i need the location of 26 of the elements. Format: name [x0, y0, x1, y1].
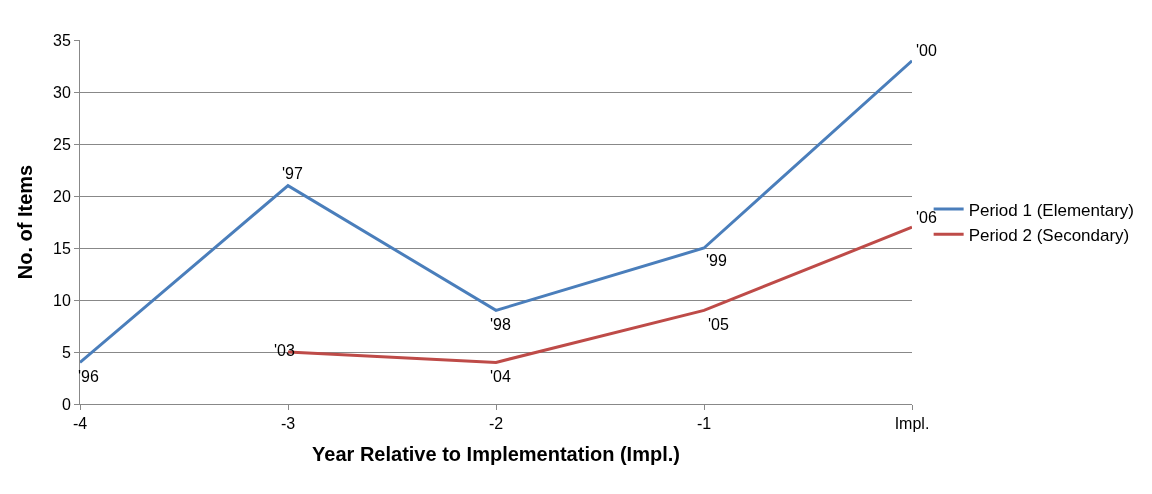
- annotation: '96: [78, 368, 99, 385]
- x-axis-title: Year Relative to Implementation (Impl.): [312, 442, 680, 465]
- legend-label: Period 2 (Secondary): [968, 225, 1130, 245]
- annotation: '00: [916, 42, 937, 59]
- x-tick-label: -2: [488, 415, 504, 433]
- legend-label: Period 1 (Elementary): [968, 200, 1134, 220]
- y-tick-label: 10: [53, 291, 71, 309]
- y-tick-label: 5: [61, 343, 71, 361]
- annotation: '06: [916, 209, 937, 226]
- annotation: '05: [708, 316, 729, 333]
- x-tick-label: -3: [280, 415, 296, 433]
- y-tick-label: 35: [53, 31, 71, 49]
- annotation: '04: [490, 368, 511, 385]
- annotation: '03: [274, 342, 295, 359]
- y-tick-label: 25: [53, 135, 71, 153]
- y-tick-label: 20: [53, 187, 71, 205]
- x-tick-label: -4: [72, 415, 88, 433]
- annotation: '99: [706, 252, 727, 269]
- x-tick-label: Impl.: [894, 415, 930, 433]
- x-tick-label: -1: [696, 415, 712, 433]
- annotation: '97: [282, 165, 303, 182]
- y-tick-label: 0: [61, 395, 71, 413]
- y-tick-label: 15: [53, 239, 71, 257]
- y-tick-label: 30: [53, 83, 71, 101]
- y-axis-title: No. of Items: [13, 164, 36, 280]
- annotation: '98: [490, 316, 511, 333]
